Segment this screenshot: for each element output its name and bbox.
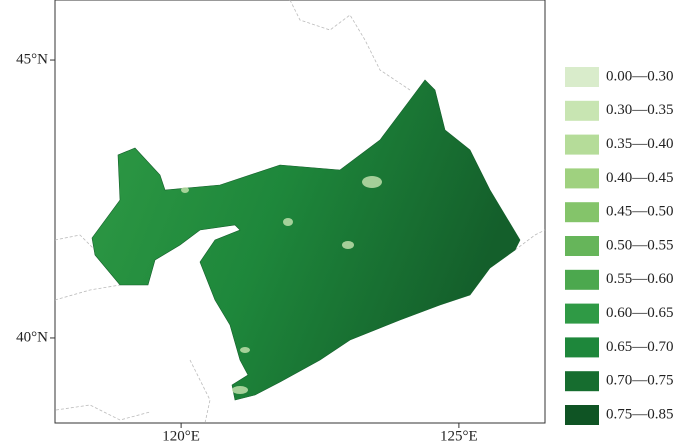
legend-label: 0.30—0.35 [606,102,674,118]
lat-tick-label: 45°N [16,51,48,67]
lon-tick-label: 125°E [440,428,478,444]
legend-label: 0.70—0.75 [606,373,674,389]
legend-label: 0.65—0.70 [606,339,674,355]
legend-label: 0.50—0.55 [606,237,674,253]
borders [54,0,546,424]
legend-swatch [565,371,599,392]
urban-patches [181,176,382,394]
legend-swatch [565,100,599,121]
legend-swatch [565,134,599,155]
legend-label: 0.40—0.45 [606,170,674,186]
legend-label: 0.35—0.40 [606,136,674,152]
legend-swatch [565,168,599,189]
legend-swatch [565,303,599,324]
lat-tick-label: 40°N [16,329,48,345]
legend-swatch [565,337,599,358]
legend-label: 0.75—0.85 [606,406,674,422]
legend-swatch [565,236,599,256]
legend-label: 0.55—0.60 [606,271,674,287]
legend-swatch [565,405,599,425]
province-area [91,79,521,401]
legend-swatch [565,67,599,87]
legend-label: 0.45—0.50 [606,204,674,220]
legend-label: 0.60—0.65 [606,305,674,321]
lon-tick-label: 120°E [162,428,200,444]
legend-swatch [565,202,599,223]
legend-label: 0.00—0.30 [606,68,674,84]
legend-swatch [565,269,599,290]
